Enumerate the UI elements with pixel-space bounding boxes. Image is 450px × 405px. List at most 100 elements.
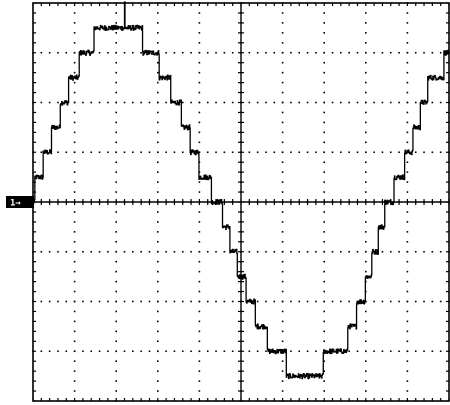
grid-dot — [73, 310, 76, 313]
grid-dot — [223, 300, 226, 303]
grid-dot — [406, 310, 409, 313]
ground-marker-label: 1→ — [10, 199, 21, 209]
grid-dot — [414, 101, 417, 104]
grid-dot — [331, 51, 334, 54]
grid-dot — [323, 241, 325, 243]
grid-dot — [306, 101, 309, 104]
grid-dot — [198, 211, 201, 213]
grid-dot — [281, 270, 284, 273]
grid-dot — [123, 350, 126, 353]
grid-dot — [90, 101, 93, 104]
grid-dot — [323, 380, 325, 382]
grid-dot — [115, 22, 117, 24]
grid-dot — [206, 300, 209, 303]
grid-dot — [315, 250, 317, 253]
grid-dot — [115, 181, 117, 183]
grid-dot — [157, 151, 159, 154]
grid-dot — [215, 300, 217, 303]
grid-dot — [414, 250, 417, 253]
grid-dot — [206, 151, 209, 154]
grid-dot — [389, 101, 392, 104]
grid-dot — [73, 91, 76, 94]
grid-dot — [406, 131, 409, 134]
grid-dot — [115, 32, 117, 34]
grid-dot — [323, 300, 325, 303]
grid-dot — [306, 350, 309, 353]
grid-dot — [173, 350, 176, 353]
grid-dot — [406, 121, 409, 124]
grid-dot — [423, 300, 425, 303]
grid-dot — [123, 250, 126, 253]
grid-dot — [406, 141, 409, 144]
grid-dot — [40, 300, 43, 303]
grid-dot — [40, 250, 43, 253]
grid-dot — [315, 350, 317, 353]
grid-dot — [148, 350, 151, 353]
grid-dot — [115, 221, 117, 223]
grid-dot — [281, 161, 284, 163]
grid-dot — [90, 151, 93, 154]
grid-dot — [406, 330, 409, 333]
grid-dot — [107, 101, 109, 104]
grid-dot — [157, 131, 159, 134]
grid-dot — [123, 300, 126, 303]
grid-dot — [40, 101, 43, 104]
grid-dot — [348, 101, 350, 104]
grid-dot — [231, 350, 234, 353]
grid-dot — [256, 300, 259, 303]
grid-dot — [273, 250, 276, 253]
grid-dot — [140, 300, 142, 303]
grid-dot — [231, 300, 234, 303]
grid-dot — [281, 370, 284, 372]
grid-dot — [406, 350, 409, 353]
grid-dot — [73, 340, 76, 343]
grid-dot — [365, 250, 367, 253]
grid-dot — [290, 300, 292, 303]
grid-dot — [140, 350, 142, 353]
grid-dot — [323, 390, 325, 392]
grid-dot — [40, 51, 43, 54]
grid-dot — [398, 350, 400, 353]
grid-dot — [157, 310, 159, 313]
grid-dot — [148, 151, 151, 154]
grid-dot — [273, 101, 276, 104]
grid-dot — [123, 151, 126, 154]
grid-dot — [57, 51, 59, 54]
grid-dot — [365, 101, 367, 104]
grid-dot — [190, 350, 192, 353]
grid-dot — [157, 171, 159, 173]
grid-dot — [115, 161, 117, 163]
grid-dot — [323, 250, 325, 253]
grid-dot — [281, 101, 284, 104]
grid-dot — [73, 51, 76, 54]
grid-dot — [281, 330, 284, 333]
grid-dot — [365, 350, 367, 353]
grid-dot — [198, 81, 201, 84]
grid-dot — [65, 250, 68, 253]
grid-dot — [406, 280, 409, 283]
grid-dot — [265, 350, 267, 353]
grid-dot — [115, 91, 117, 94]
grid-dot — [198, 320, 201, 323]
grid-dot — [215, 151, 217, 154]
grid-dot — [281, 250, 284, 253]
grid-dot — [331, 101, 334, 104]
grid-dot — [115, 370, 117, 372]
grid-dot — [365, 71, 367, 74]
grid-dot — [115, 51, 117, 54]
grid-dot — [98, 300, 101, 303]
grid-dot — [115, 191, 117, 193]
grid-dot — [406, 81, 409, 84]
grid-dot — [157, 71, 159, 74]
grid-dot — [281, 300, 284, 303]
grid-dot — [198, 340, 201, 343]
grid-dot — [231, 51, 234, 54]
grid-dot — [365, 111, 367, 114]
grid-dot — [132, 101, 134, 104]
grid-dot — [406, 12, 409, 14]
grid-dot — [389, 300, 392, 303]
grid-dot — [365, 32, 367, 34]
grid-dot — [157, 32, 159, 34]
grid-dot — [157, 161, 159, 163]
grid-dot — [373, 350, 375, 353]
